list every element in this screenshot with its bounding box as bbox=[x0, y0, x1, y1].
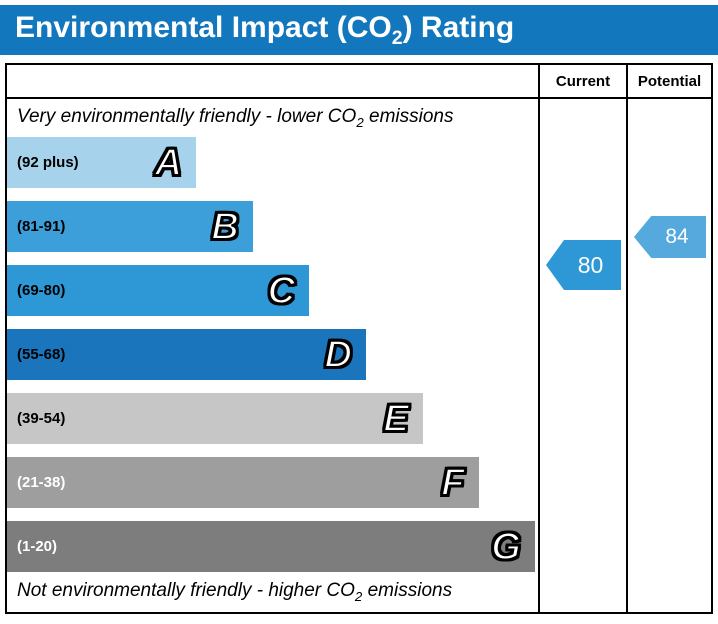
band-e-bar: (39-54) E bbox=[7, 393, 423, 444]
band-b-bar: (81-91) B bbox=[7, 201, 253, 252]
bands-column: Very environmentally friendly - lower CO… bbox=[7, 99, 538, 612]
band-f-letter: F bbox=[440, 461, 465, 504]
band-g-range-label: (1-20) bbox=[17, 538, 58, 555]
band-c-bar: (69-80) C bbox=[7, 265, 310, 316]
band-e-range-label: (39-54) bbox=[17, 410, 66, 427]
current-rating-value: 80 bbox=[577, 251, 604, 278]
band-g-letter: G bbox=[490, 525, 522, 568]
band-e-letter: E bbox=[382, 397, 409, 440]
band-g-bar: (1-20) G bbox=[7, 521, 535, 572]
potential-rating-arrow: 84 bbox=[634, 216, 706, 258]
header-current: Current bbox=[538, 65, 626, 97]
band-b-letter: B bbox=[210, 205, 239, 248]
band-b-range-label: (81-91) bbox=[17, 218, 66, 235]
band-f-range-label: (21-38) bbox=[17, 474, 66, 491]
current-column: 80 bbox=[538, 99, 626, 612]
band-d-bar: (55-68) D bbox=[7, 329, 366, 380]
page-title-text: Environmental Impact (CO2) Rating bbox=[15, 10, 515, 49]
band-d-range-label: (55-68) bbox=[17, 346, 66, 363]
co2-subscript: 2 bbox=[354, 588, 363, 604]
bottom-note-text: Not environmentally friendly - higher CO… bbox=[17, 580, 453, 604]
co2-subscript: 2 bbox=[391, 26, 403, 49]
co2-subscript: 2 bbox=[356, 114, 364, 130]
co2-rating-chart: Current Potential Very environmentally f… bbox=[5, 63, 713, 614]
current-rating-arrow: 80 bbox=[546, 240, 621, 290]
band-c-range-label: (69-80) bbox=[17, 282, 66, 299]
potential-column: 84 bbox=[626, 99, 711, 612]
band-a-bar: (92 plus) A bbox=[7, 137, 197, 188]
chart-header-row: Current Potential bbox=[7, 65, 711, 99]
top-note: Very environmentally friendly - lower CO… bbox=[7, 99, 538, 137]
chart-body: Very environmentally friendly - lower CO… bbox=[7, 99, 711, 612]
header-potential: Potential bbox=[626, 65, 711, 97]
potential-rating-value: 84 bbox=[665, 225, 689, 248]
band-d-letter: D bbox=[323, 333, 352, 376]
top-note-text: Very environmentally friendly - lower CO… bbox=[17, 106, 454, 130]
band-f-bar: (21-38) F bbox=[7, 457, 479, 508]
band-a-range-label: (92 plus) bbox=[17, 154, 79, 171]
band-a-letter: A bbox=[154, 141, 183, 184]
bottom-note: Not environmentally friendly - higher CO… bbox=[7, 572, 538, 612]
band-c-letter: C bbox=[267, 269, 296, 312]
header-main-cell bbox=[7, 65, 538, 97]
page-title: Environmental Impact (CO2) Rating bbox=[0, 5, 718, 55]
